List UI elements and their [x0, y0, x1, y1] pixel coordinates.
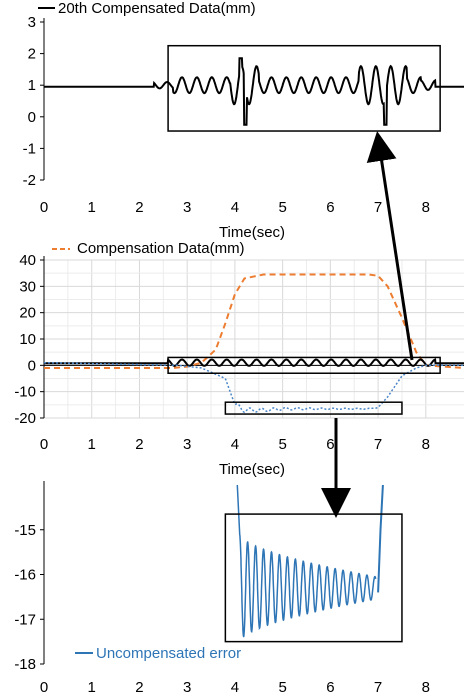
legend-label-compensation: Compensation Data(mm) — [77, 240, 245, 257]
series-uncompensated-line — [236, 484, 377, 638]
panel1-y-tick-labels: -2 -1 0 1 2 3 — [23, 14, 36, 189]
panel3-axes — [40, 481, 45, 665]
series-compensated-line — [44, 358, 464, 367]
x-tick-label: 2 — [135, 199, 143, 216]
x-tick-label: 7 — [374, 199, 382, 216]
x-tick-label: 2 — [135, 436, 143, 453]
panel3-y-tick-labels: -18 -17 -16 -15 — [14, 522, 36, 673]
zoom-box — [224, 513, 403, 643]
y-tick-label: 20 — [19, 305, 36, 322]
panel3-x-tick-labels: 0 1 2 3 4 5 6 7 8 — [40, 679, 430, 696]
y-tick-label: -20 — [14, 410, 36, 427]
x-tick-label: 8 — [422, 679, 430, 696]
x-tick-label: 0 — [40, 199, 48, 216]
y-tick-label: 1 — [28, 77, 36, 94]
y-tick-label: 2 — [28, 46, 36, 63]
x-tick-label: 3 — [183, 436, 191, 453]
series-line — [377, 484, 384, 593]
panel1-legend: 20th Compensated Data(mm) — [38, 0, 256, 17]
y-tick-label: -2 — [23, 172, 36, 189]
x-tick-label: 1 — [88, 436, 96, 453]
y-tick-label: 0 — [28, 109, 36, 126]
x-tick-label: 7 — [374, 679, 382, 696]
x-tick-label: 2 — [135, 679, 143, 696]
series-uncompensated-dotted — [44, 361, 464, 414]
y-tick-label: -16 — [14, 567, 36, 584]
panel1-x-tick-labels: 0 1 2 3 4 5 6 7 8 — [40, 199, 430, 216]
y-tick-label: -10 — [14, 384, 36, 401]
y-tick-label: 40 — [19, 252, 36, 269]
legend-label-compensated: 20th Compensated Data(mm) — [58, 0, 256, 17]
panel1-highlight-box — [167, 44, 441, 132]
panel2-axes — [40, 256, 464, 419]
panel-compensation-data: -20 -10 0 10 20 30 40 0 1 2 3 4 5 6 7 8 Compensation D… — [14, 240, 465, 478]
x-tick-label: 6 — [326, 199, 334, 216]
x-tick-label: 1 — [88, 199, 96, 216]
x-tick-label: 3 — [183, 199, 191, 216]
x-tick-label: 5 — [278, 436, 286, 453]
x-tick-label: 5 — [278, 199, 286, 216]
x-tick-label: 4 — [231, 679, 239, 696]
panel2-x-axis-title: Time(sec) — [219, 461, 285, 478]
x-tick-label: 5 — [278, 679, 286, 696]
y-tick-label: -17 — [14, 611, 36, 628]
zoom-box — [224, 401, 403, 415]
x-tick-label: 6 — [326, 679, 334, 696]
series-compensated-line — [44, 57, 464, 126]
zoom-arrows — [321, 131, 414, 518]
x-tick-label: 6 — [326, 436, 334, 453]
panel2-x-tick-labels: 0 1 2 3 4 5 6 7 8 — [40, 436, 430, 453]
panel2-highlight-boxes — [167, 356, 441, 415]
x-tick-label: 8 — [422, 436, 430, 453]
y-tick-label: 30 — [19, 278, 36, 295]
panel2-gridlines — [43, 259, 464, 419]
x-tick-label: 0 — [40, 679, 48, 696]
y-tick-label: -18 — [14, 656, 36, 673]
panel2-y-tick-labels: -20 -10 0 10 20 30 40 — [14, 252, 36, 427]
x-tick-label: 7 — [374, 436, 382, 453]
panel2-series — [44, 273, 465, 414]
y-tick-label: 3 — [28, 14, 36, 31]
zoom-box — [167, 356, 441, 374]
x-tick-label: 8 — [422, 199, 430, 216]
y-tick-label: -1 — [23, 140, 36, 157]
y-tick-label: 10 — [19, 331, 36, 348]
panel2-legend: Compensation Data(mm) — [52, 240, 245, 257]
panel3-series — [236, 484, 384, 638]
panel3-highlight-box — [224, 513, 403, 643]
series-line — [44, 273, 465, 369]
x-tick-label: 3 — [183, 679, 191, 696]
x-tick-label: 4 — [231, 199, 239, 216]
panel1-series — [44, 57, 464, 126]
x-tick-label: 4 — [231, 436, 239, 453]
x-tick-label: 0 — [40, 436, 48, 453]
y-tick-label: -15 — [14, 522, 36, 539]
x-tick-label: 1 — [88, 679, 96, 696]
y-tick-label: 0 — [28, 357, 36, 374]
panel-compensated-data: -2 -1 0 1 2 3 0 1 2 3 4 5 6 7 8 20th Compensated Data… — [23, 0, 464, 241]
panel3-legend: Uncompensated error — [75, 645, 241, 662]
zoom-box — [167, 44, 441, 132]
panel1-x-axis-title: Time(sec) — [219, 224, 285, 241]
legend-label-uncompensated: Uncompensated error — [96, 645, 241, 662]
panel1-axes — [40, 18, 45, 181]
arrow-to-panel1 — [366, 131, 414, 361]
panel-uncompensated-error: -18 -17 -16 -15 0 1 2 3 4 5 6 7 8 Uncompensated err… — [14, 481, 430, 696]
